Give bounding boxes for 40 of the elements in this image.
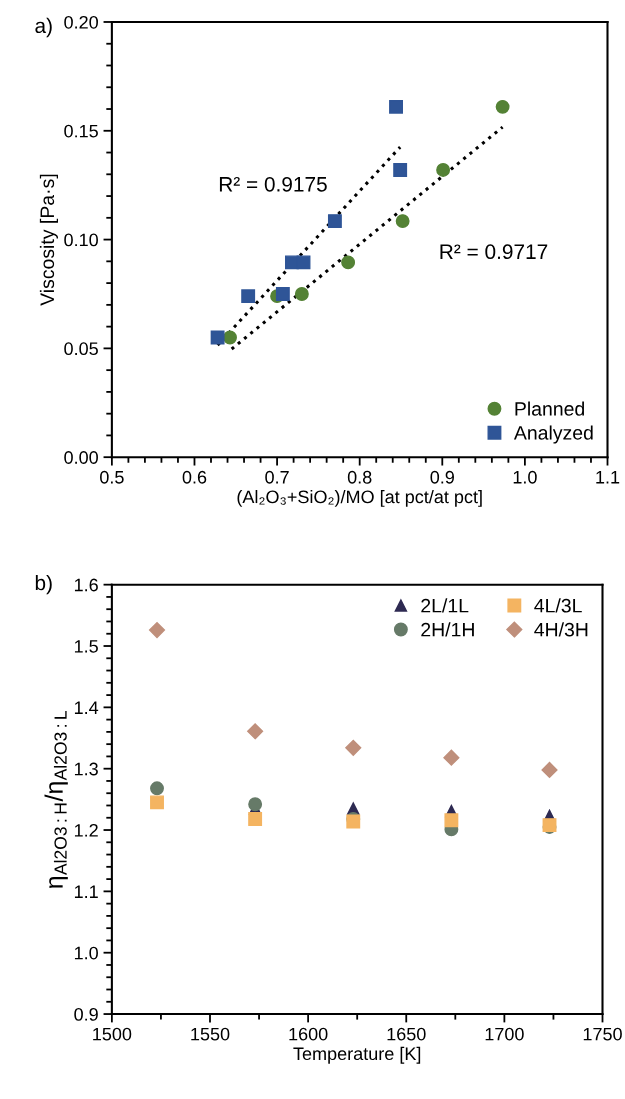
x-tick-label: 0.7 — [265, 470, 289, 484]
legend-label: 4H/3H — [534, 622, 588, 637]
y-tick-label: 0.15 — [64, 124, 98, 138]
y-tick-label: 1.4 — [74, 701, 99, 714]
x-tick-label: 1550 — [191, 1027, 230, 1041]
text: a) — [35, 17, 52, 38]
legend-label: Planned — [515, 401, 585, 416]
y-tick-label: 1.2 — [74, 823, 98, 837]
y-tick-label: 0.10 — [64, 233, 98, 247]
x-tick-label: 0.5 — [100, 470, 124, 484]
x-tick-label: 1650 — [387, 1027, 426, 1041]
x-axis-title: (Al₂O₃+SiO₂)/MO [at pct/at pct] — [237, 489, 482, 507]
y-tick-label: 0.00 — [64, 451, 98, 464]
annotation: R² = 0.9717 — [440, 244, 548, 260]
x-tick-label: 1500 — [93, 1027, 132, 1041]
y-axis-title: η$_{Al2O3:H}$/η$_{Al2O3:L}$ — [44, 710, 68, 888]
legend-label: 2H/1H — [421, 622, 474, 637]
legend-label: 4L/3L — [534, 598, 582, 613]
y-tick-label: 1.0 — [74, 946, 98, 960]
y-tick-label: 1.3 — [74, 762, 98, 776]
annotation: R² = 0.9175 — [219, 176, 327, 192]
x-tick-label: 1.0 — [513, 470, 537, 484]
x-tick-label: 1600 — [289, 1027, 328, 1041]
x-tick-label: 0.8 — [347, 470, 372, 484]
x-tick-label: 0.6 — [182, 470, 207, 484]
x-tick-label: 1700 — [485, 1027, 524, 1041]
text: b) — [35, 574, 52, 595]
x-axis-title: Temperature [K] — [293, 1046, 421, 1064]
y-tick-label: 0.9 — [74, 1007, 98, 1021]
x-tick-label: 0.9 — [430, 470, 454, 484]
y-axis-title: Viscosity [Pa·s] — [39, 174, 58, 306]
y-tick-label: 1.1 — [74, 885, 98, 898]
legend-label: Analyzed — [513, 425, 593, 444]
y-tick-label: 0.20 — [64, 15, 98, 29]
y-tick-label: 1.5 — [74, 640, 98, 653]
x-tick-label: 1750 — [583, 1027, 622, 1041]
y-tick-label: 1.6 — [74, 578, 98, 592]
y-tick-label: 0.05 — [64, 342, 98, 356]
x-tick-label: 1.1 — [596, 471, 620, 484]
legend-label: 2L/1L — [421, 598, 469, 613]
